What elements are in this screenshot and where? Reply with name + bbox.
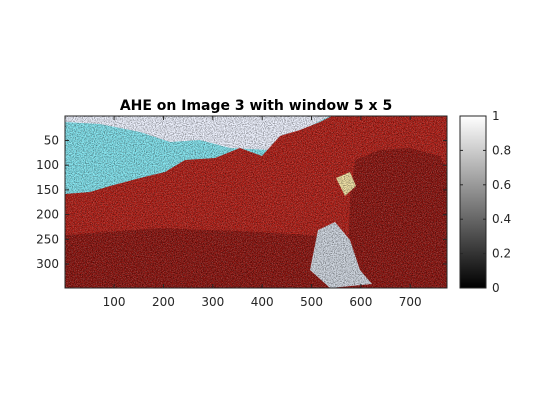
x-tick-label: 300 — [201, 295, 224, 309]
x-tick-label: 600 — [349, 295, 372, 309]
x-tick-label: 100 — [103, 295, 126, 309]
colorbar-tick-label: 0.2 — [492, 247, 511, 261]
y-tick-label: 250 — [36, 232, 59, 246]
texture-light — [65, 116, 447, 288]
colorbar-tick-label: 0.6 — [492, 178, 511, 192]
colorbar-tick-label: 1 — [492, 109, 500, 123]
y-tick-label: 100 — [36, 158, 59, 172]
y-tick-label: 300 — [36, 257, 59, 271]
x-axis: 100 200 300 400 500 600 700 — [103, 116, 422, 309]
colorbar-tick-label: 0.8 — [492, 143, 511, 157]
x-tick-label: 700 — [399, 295, 422, 309]
y-tick-label: 200 — [36, 208, 59, 222]
x-tick-label: 400 — [251, 295, 274, 309]
y-tick-label: 50 — [44, 133, 59, 147]
x-tick-label: 500 — [300, 295, 323, 309]
colorbar-ticks: 0 0.2 0.4 0.6 0.8 1 — [460, 109, 511, 295]
colorbar-gradient — [459, 115, 487, 289]
image-plot — [65, 116, 447, 288]
plot-frame — [64, 115, 448, 289]
colorbar-tick-label: 0 — [492, 281, 500, 295]
y-tick-label: 150 — [36, 183, 59, 197]
y-axis: 50 100 150 200 250 300 — [36, 133, 447, 271]
colorbar: 0 0.2 0.4 0.6 0.8 1 — [459, 109, 511, 295]
chart-title: AHE on Image 3 with window 5 x 5 — [120, 98, 392, 114]
x-tick-label: 200 — [152, 295, 175, 309]
colorbar-tick-label: 0.4 — [492, 212, 511, 226]
